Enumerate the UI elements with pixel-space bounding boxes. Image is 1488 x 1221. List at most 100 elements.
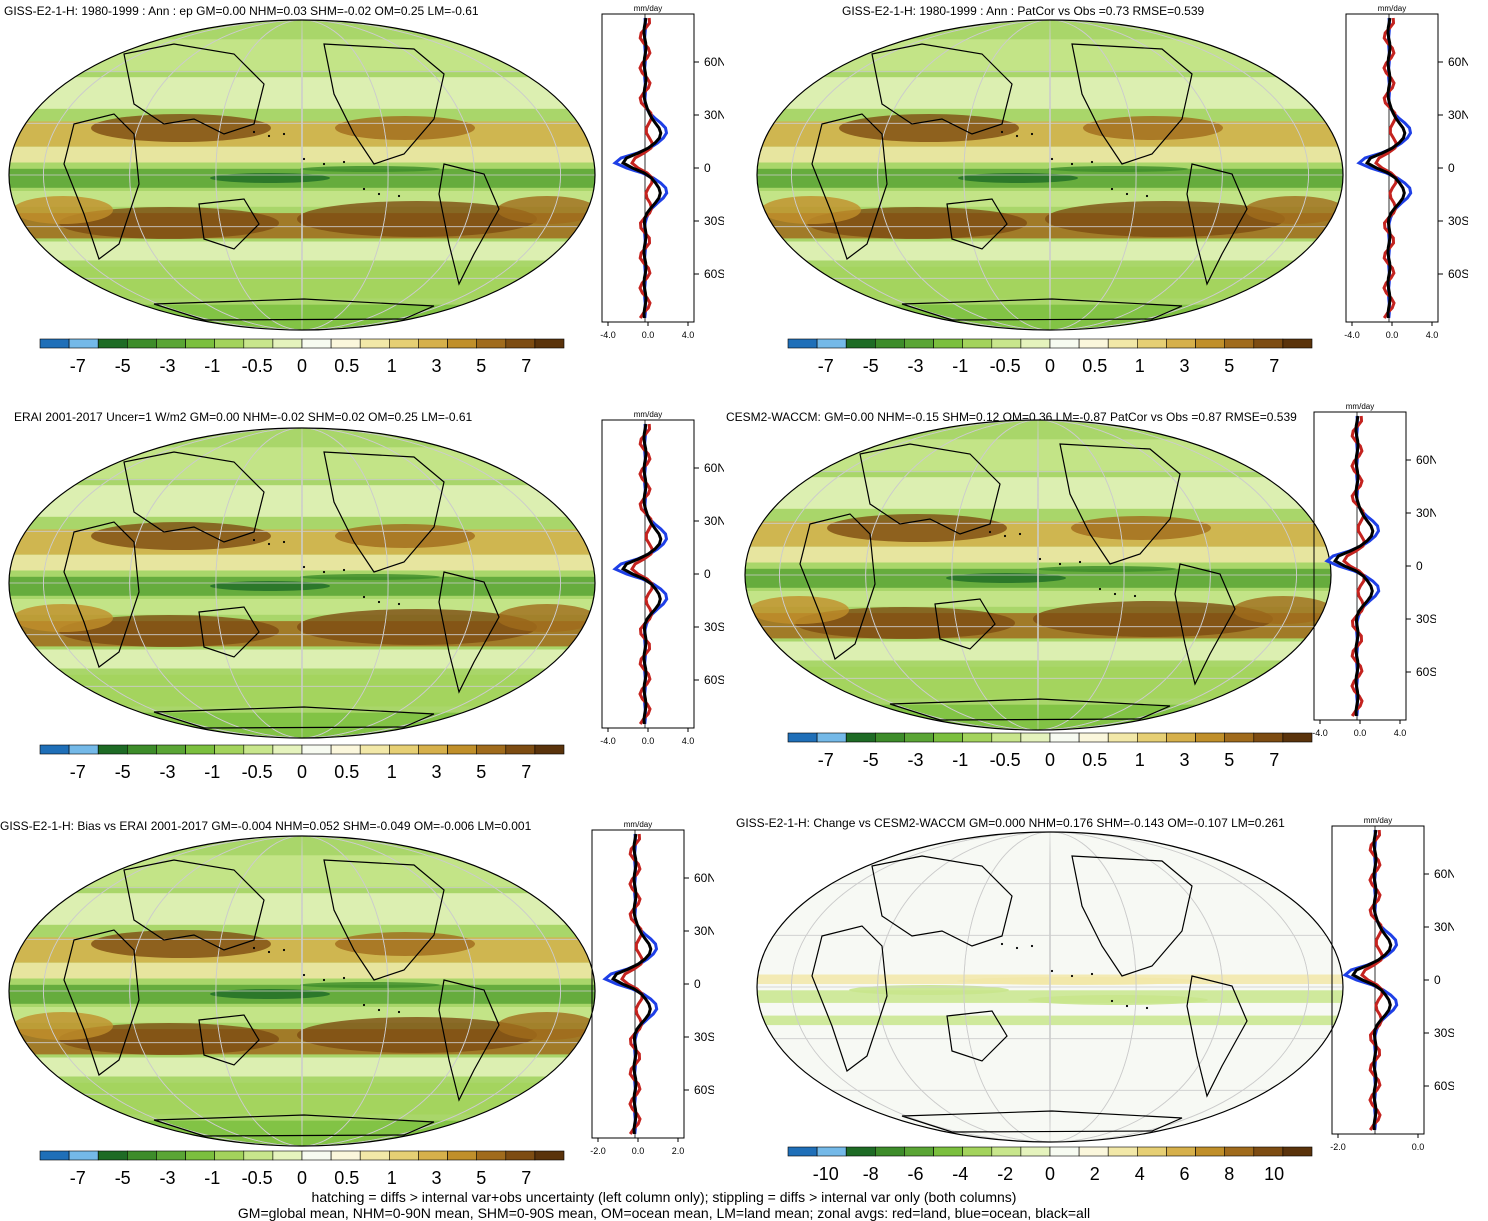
colorbar-swatch: [1282, 732, 1313, 743]
zonal-units: mm/day: [624, 820, 652, 829]
dry-region: [13, 604, 113, 632]
coastline: [198, 198, 260, 250]
longitude-line: [215, 20, 389, 330]
colorbar-tick-label: -3: [907, 356, 923, 376]
stipple-dot: [322, 978, 326, 982]
colorbar-swatch: [1136, 338, 1167, 349]
stipple-dot: [1145, 1006, 1149, 1010]
colorbar-tick-label: 7: [1269, 750, 1279, 770]
coastline: [1071, 43, 1193, 165]
colorbar-swatch: [388, 744, 419, 755]
colorbar-tick-label: -5: [115, 762, 131, 782]
stipple-dot: [1098, 587, 1102, 591]
colorbar-swatch: [185, 744, 216, 755]
precip-band: [9, 304, 595, 330]
lat-label: 30S: [1416, 612, 1436, 626]
coastline: [1174, 563, 1236, 686]
colorbar: -7 -5 -3 -1 -0.5 0 0.5 1 3 5 7: [39, 744, 565, 782]
colorbar-swatch: [1253, 1146, 1284, 1157]
precip-band: [9, 712, 595, 738]
lat-label: 60S: [704, 267, 724, 281]
colorbar-swatch: [1253, 338, 1284, 349]
colorbar-tick-label: 0.5: [334, 1168, 359, 1188]
colorbar-swatch: [156, 744, 186, 755]
stipple-dot: [252, 538, 256, 542]
colorbar-swatch: [330, 338, 361, 349]
colorbar-tick-label: 3: [1179, 356, 1189, 376]
stipple-dot: [1000, 130, 1004, 134]
coastline: [123, 43, 265, 135]
stipple-dot: [1030, 944, 1034, 948]
stipple-dot: [1050, 969, 1054, 973]
map-panel: [756, 831, 1344, 1143]
colorbar-tick-label: 0: [297, 762, 307, 782]
colorbar-swatch: [301, 744, 332, 755]
colorbar-tick-label: -1: [952, 356, 968, 376]
colorbar-swatch: [1136, 732, 1167, 743]
colorbar-swatch: [1224, 732, 1255, 743]
colorbar-tick-label: -5: [863, 356, 879, 376]
colorbar-swatch: [933, 732, 964, 743]
dry-region: [497, 196, 595, 224]
zonal-units: mm/day: [1378, 4, 1406, 13]
colorbar-tick-label: 5: [1224, 750, 1234, 770]
colorbar-swatch: [68, 744, 99, 755]
wet-region: [1036, 566, 1176, 572]
dry-region: [13, 1012, 113, 1040]
coastline: [438, 571, 500, 694]
dry-region: [795, 607, 1015, 639]
precip-band: [9, 241, 595, 261]
colorbar-tick-label: -3: [159, 1168, 175, 1188]
colorbar-swatch: [97, 338, 128, 349]
lat-label: 60S: [704, 673, 724, 687]
lat-label: 60S: [1416, 665, 1436, 679]
colorbar-swatch: [904, 1146, 934, 1157]
wet-region: [300, 982, 440, 988]
colorbar-swatch: [1078, 732, 1109, 743]
coastline: [901, 1110, 1183, 1133]
stipple-dot: [1018, 532, 1022, 536]
colorbar-swatch: [534, 744, 565, 755]
lat-label: 60S: [694, 1083, 714, 1097]
longitude-line: [129, 20, 475, 330]
stipple-dot: [1145, 194, 1149, 198]
lat-label: 0: [1416, 559, 1423, 573]
x-tick-label: 0.0: [642, 330, 655, 340]
stipple-dot: [282, 132, 286, 136]
colorbar-swatch: [447, 1150, 478, 1161]
colorbar-swatch: [185, 1150, 216, 1161]
colorbar-tick-label: 5: [476, 1168, 486, 1188]
colorbar-tick-label: 0.5: [1082, 750, 1107, 770]
lat-label: 30S: [694, 1030, 714, 1044]
colorbar-swatch: [1049, 732, 1080, 743]
map-outline: [756, 19, 1344, 331]
x-tick-label: -2.0: [590, 1146, 606, 1156]
lat-label: 0: [1434, 973, 1441, 987]
zonal-units: mm/day: [1346, 402, 1374, 411]
colorbar: -10 -8 -6 -4 -2 0 2 4 6 8 10: [787, 1146, 1313, 1184]
lat-label: 30N: [704, 108, 724, 122]
precip-band: [9, 146, 595, 163]
map-field: [9, 20, 595, 330]
lat-label: 60N: [704, 55, 724, 69]
stipple-dot: [1000, 942, 1004, 946]
precip-band: [757, 77, 1343, 109]
stipple-dot: [267, 950, 271, 954]
coastline: [889, 698, 1171, 721]
lat-label: 0: [694, 977, 701, 991]
longitude-line: [43, 836, 561, 1146]
colorbar-swatch: [1253, 732, 1284, 743]
coastline: [1071, 855, 1193, 977]
dry-region: [1033, 601, 1273, 637]
colorbar-swatch: [816, 338, 847, 349]
coastline: [123, 859, 265, 951]
colorbar-tick-label: 2: [1090, 1164, 1100, 1184]
dry-region: [297, 201, 537, 237]
colorbar-swatch: [359, 744, 390, 755]
lat-label: 60N: [704, 461, 724, 475]
longitude-line: [215, 428, 389, 738]
coastline: [63, 929, 140, 1076]
precip-band: [9, 649, 595, 669]
colorbar-tick-label: 3: [431, 356, 441, 376]
dry-region: [59, 615, 279, 647]
